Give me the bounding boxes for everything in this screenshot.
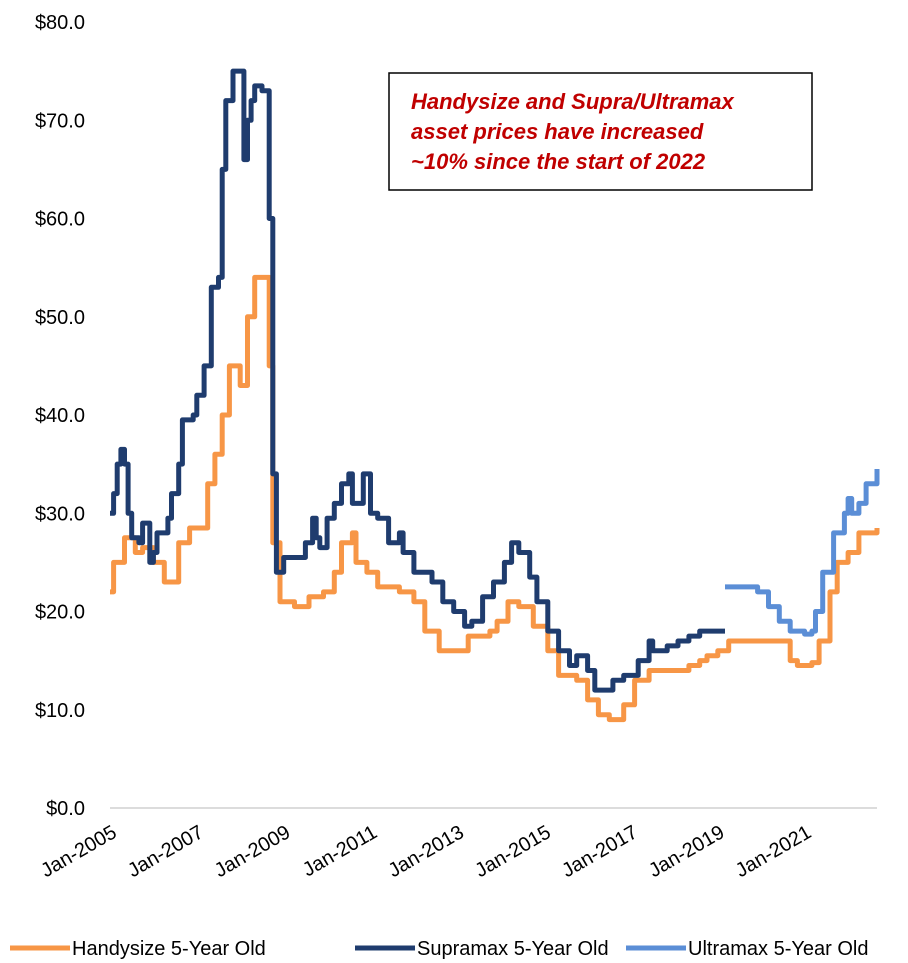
y-tick-label: $50.0 <box>35 307 85 329</box>
x-tick-label: Jan-2009 <box>211 821 294 882</box>
x-tick-label: Jan-2007 <box>124 821 207 882</box>
series-line <box>725 469 880 637</box>
y-tick-label: $40.0 <box>35 405 85 427</box>
annotation-line: Handysize and Supra/Ultramax <box>411 89 735 114</box>
x-tick-label: Jan-2019 <box>645 821 728 882</box>
y-tick-label: $80.0 <box>35 12 85 34</box>
legend-label: Ultramax 5-Year Old <box>688 938 868 960</box>
y-tick-label: $60.0 <box>35 209 85 231</box>
annotation-line: ~10% since the start of 2022 <box>411 149 706 174</box>
x-tick-label: Jan-2011 <box>299 821 381 881</box>
x-tick-label: Jan-2013 <box>385 821 468 882</box>
x-tick-label: Jan-2021 <box>732 821 815 882</box>
y-tick-label: $0.0 <box>46 798 85 820</box>
series-line <box>110 68 725 693</box>
y-tick-label: $10.0 <box>35 700 85 722</box>
y-tick-label: $30.0 <box>35 503 85 525</box>
x-tick-label: Jan-2017 <box>558 821 641 882</box>
x-tick-label: Jan-2005 <box>37 821 120 882</box>
annotation-box <box>388 72 813 191</box>
y-tick-label: $20.0 <box>35 602 85 624</box>
legend-label: Handysize 5-Year Old <box>72 938 266 960</box>
legend-label: Supramax 5-Year Old <box>417 938 609 960</box>
y-tick-label: $70.0 <box>35 110 85 132</box>
series-line <box>110 274 880 723</box>
x-tick-label: Jan-2015 <box>471 821 554 882</box>
annotation-line: asset prices have increased <box>411 119 704 144</box>
